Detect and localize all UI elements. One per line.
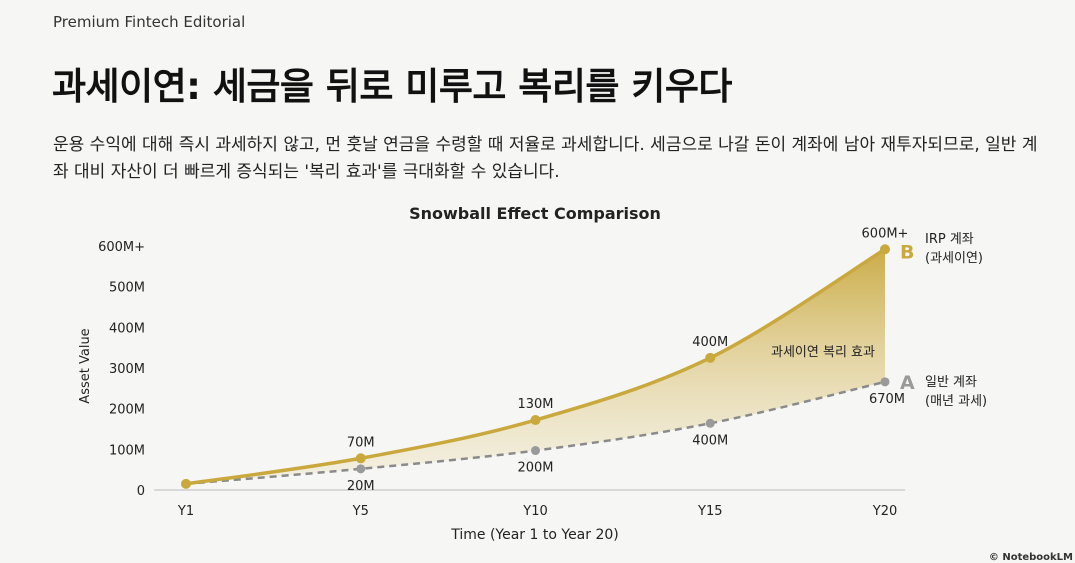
page-description: 운용 수익에 대해 즉시 과세하지 않고, 먼 훗날 연금을 수령할 때 저율로…	[53, 135, 1038, 182]
compound-gap-area	[186, 249, 885, 484]
data-label-general-account: 200M	[517, 461, 553, 476]
x-tick-label: Y20	[872, 504, 897, 519]
y-tick-label: 400M	[109, 321, 145, 336]
data-label-irp-account: 130M	[517, 397, 553, 412]
data-point-irp-account	[181, 478, 191, 489]
y-tick-label: 600M+	[98, 240, 145, 255]
x-tick-label: Y10	[522, 504, 547, 519]
data-label-general-account: 20M	[347, 479, 375, 494]
gap-annotation: 과세이연 복리 효과	[771, 345, 875, 360]
eyebrow-label: Premium Fintech Editorial	[53, 13, 246, 31]
data-label-general-account: 670M	[869, 392, 905, 407]
y-axis-title: Asset Value	[78, 328, 93, 403]
x-tick-label: Y1	[177, 504, 194, 519]
data-point-general-account	[705, 418, 715, 428]
data-label-irp-account: 600M+	[862, 226, 909, 241]
series-key-a: A	[900, 372, 915, 394]
y-tick-label: 100M	[109, 443, 145, 458]
series-name-irp-account: (과세이연)	[925, 251, 983, 266]
credit-label: © NotebookLM	[988, 552, 1073, 563]
series-name-irp-account: IRP 계좌	[925, 232, 974, 247]
data-point-irp-account	[705, 352, 716, 363]
data-point-irp-account	[355, 453, 366, 464]
x-tick-label: Y15	[697, 504, 722, 519]
page-title: 과세이연: 세금을 뒤로 미루고 복리를 키우다	[52, 65, 732, 108]
data-label-irp-account: 400M	[692, 335, 728, 350]
series-name-general-account: 일반 계좌	[925, 375, 977, 390]
x-axis-title: Time (Year 1 to Year 20)	[450, 527, 619, 543]
y-tick-label: 0	[137, 484, 145, 499]
data-label-general-account: 400M	[692, 433, 728, 448]
y-tick-label: 300M	[109, 362, 145, 377]
chart-title: Snowball Effect Comparison	[409, 204, 661, 223]
series-name-general-account: (매년 과세)	[925, 394, 987, 409]
y-tick-label: 200M	[109, 403, 145, 418]
data-label-irp-account: 70M	[347, 435, 375, 450]
data-point-general-account	[356, 464, 366, 474]
data-point-general-account	[531, 446, 540, 456]
series-key-b: B	[900, 241, 914, 263]
data-point-irp-account	[530, 415, 541, 426]
data-point-general-account	[880, 377, 890, 387]
data-point-irp-account	[880, 244, 890, 255]
x-tick-label: Y5	[352, 504, 369, 519]
y-tick-label: 500M	[109, 281, 145, 296]
